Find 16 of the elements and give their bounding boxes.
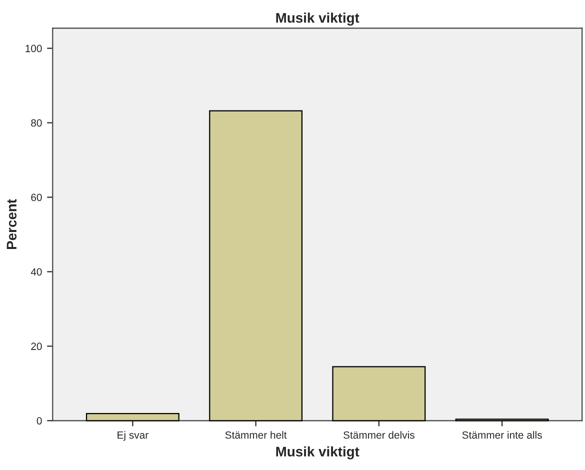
y-tick-label: 20	[31, 342, 42, 350]
y-tick-label: 100	[26, 44, 42, 52]
bar	[209, 110, 303, 422]
x-tick-label: Stämmer helt	[225, 431, 287, 439]
y-tick-label: 80	[31, 119, 42, 127]
bar	[332, 366, 426, 422]
y-axis-title: Percent	[6, 199, 17, 249]
chart-title: Musik viktigt	[276, 12, 360, 26]
x-axis-title: Musik viktigt	[276, 446, 360, 460]
x-tick-label: Stämmer delvis	[344, 431, 414, 439]
y-tick-label: 60	[31, 194, 42, 202]
bar	[86, 413, 180, 422]
x-tick-label: Ej svar	[118, 431, 148, 441]
x-tick-label: Stämmer inte alls	[462, 431, 542, 439]
y-tick-label: 40	[30, 268, 42, 276]
y-tick-label: 0	[36, 417, 42, 425]
